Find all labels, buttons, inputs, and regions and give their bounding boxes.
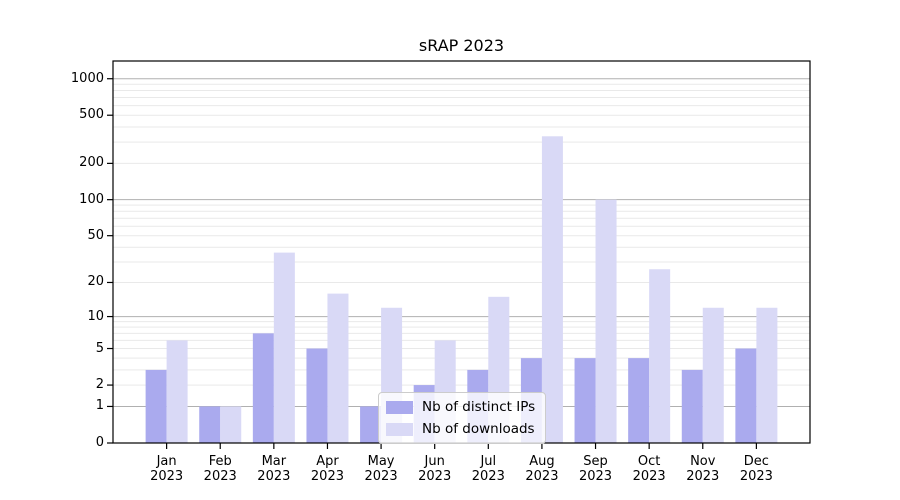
x-tick-year: 2023 bbox=[632, 469, 666, 484]
x-tick-label-jul: Jul 2023 bbox=[456, 454, 520, 484]
x-tick-label-sep: Sep 2023 bbox=[564, 454, 628, 484]
bar-downloads-aug bbox=[541, 136, 563, 443]
bar-distinct-ips-feb bbox=[199, 406, 221, 443]
x-tick-month: Nov bbox=[690, 454, 716, 469]
x-tick-year: 2023 bbox=[150, 469, 184, 484]
bar-downloads-nov bbox=[702, 307, 724, 443]
y-tick-label: 50 bbox=[87, 227, 104, 243]
bar-distinct-ips-nov bbox=[681, 369, 703, 443]
legend-label-distinct-ips: Nb of distinct IPs bbox=[422, 399, 536, 415]
x-tick-month: Dec bbox=[743, 454, 769, 469]
bar-downloads-apr bbox=[327, 293, 349, 443]
y-tick-label: 5 bbox=[95, 340, 104, 356]
x-tick-label-aug: Aug 2023 bbox=[510, 454, 574, 484]
x-tick-month: Jul bbox=[480, 454, 497, 469]
y-tick-label: 20 bbox=[87, 274, 104, 290]
x-tick-month: Aug bbox=[529, 454, 555, 469]
x-tick-month: Mar bbox=[261, 454, 287, 469]
legend: Nb of distinct IPs Nb of downloads bbox=[378, 392, 547, 444]
x-tick-label-nov: Nov 2023 bbox=[671, 454, 735, 484]
bar-distinct-ips-dec bbox=[735, 348, 757, 443]
bar-distinct-ips-apr bbox=[306, 348, 328, 443]
x-tick-year: 2023 bbox=[257, 469, 291, 484]
x-tick-month: Jan bbox=[156, 454, 177, 469]
x-tick-year: 2023 bbox=[418, 469, 452, 484]
bar-distinct-ips-sep bbox=[574, 358, 596, 443]
legend-label-downloads: Nb of downloads bbox=[422, 421, 535, 437]
x-tick-month: Oct bbox=[637, 454, 661, 469]
y-tick-label: 1 bbox=[95, 398, 104, 414]
x-tick-label-feb: Feb 2023 bbox=[188, 454, 252, 484]
y-tick-label: 0 bbox=[95, 435, 104, 450]
x-tick-label-dec: Dec 2023 bbox=[724, 454, 788, 484]
legend-item-downloads: Nb of downloads bbox=[386, 421, 535, 437]
legend-swatch-downloads bbox=[386, 422, 413, 436]
bar-downloads-mar bbox=[273, 252, 295, 443]
x-tick-year: 2023 bbox=[578, 469, 613, 484]
bar-distinct-ips-oct bbox=[628, 358, 650, 443]
y-tick-label: 10 bbox=[87, 308, 104, 324]
x-tick-year: 2023 bbox=[364, 469, 398, 484]
bar-downloads-oct bbox=[649, 269, 671, 443]
y-tick-label: 1000 bbox=[70, 70, 104, 86]
bar-distinct-ips-jan bbox=[145, 369, 167, 443]
x-tick-month: May bbox=[367, 454, 395, 469]
y-tick-label: 100 bbox=[79, 191, 104, 207]
x-tick-year: 2023 bbox=[310, 469, 344, 484]
y-tick-label: 200 bbox=[79, 155, 104, 171]
bar-downloads-feb bbox=[220, 406, 242, 443]
x-tick-label-may: May 2023 bbox=[349, 454, 413, 484]
x-tick-year: 2023 bbox=[525, 469, 559, 484]
x-tick-label-apr: Apr 2023 bbox=[295, 454, 359, 484]
legend-swatch-distinct-ips bbox=[386, 400, 413, 414]
y-tick-label: 2 bbox=[95, 377, 104, 393]
x-tick-month: Sep bbox=[583, 454, 608, 469]
bar-distinct-ips-mar bbox=[252, 333, 274, 443]
bar-downloads-jan bbox=[166, 340, 188, 443]
x-tick-year: 2023 bbox=[686, 469, 720, 484]
y-tick-label: 500 bbox=[79, 107, 104, 123]
x-tick-label-mar: Mar 2023 bbox=[242, 454, 306, 484]
bar-distinct-ips-may bbox=[360, 406, 382, 443]
bar-downloads-dec bbox=[756, 307, 778, 443]
x-tick-month: Feb bbox=[208, 454, 232, 469]
x-tick-label-jun: Jun 2023 bbox=[403, 454, 467, 484]
x-tick-month: Apr bbox=[316, 454, 339, 469]
x-tick-year: 2023 bbox=[739, 469, 773, 484]
bar-downloads-sep bbox=[595, 199, 617, 443]
x-tick-year: 2023 bbox=[471, 469, 505, 484]
x-tick-year: 2023 bbox=[203, 469, 237, 484]
x-tick-label-jan: Jan 2023 bbox=[135, 454, 199, 484]
x-tick-label-oct: Oct 2023 bbox=[617, 454, 681, 484]
x-tick-month: Jun bbox=[424, 454, 445, 469]
chart-title: sRAP 2023 bbox=[418, 36, 505, 55]
legend-item-distinct-ips: Nb of distinct IPs bbox=[386, 399, 535, 415]
